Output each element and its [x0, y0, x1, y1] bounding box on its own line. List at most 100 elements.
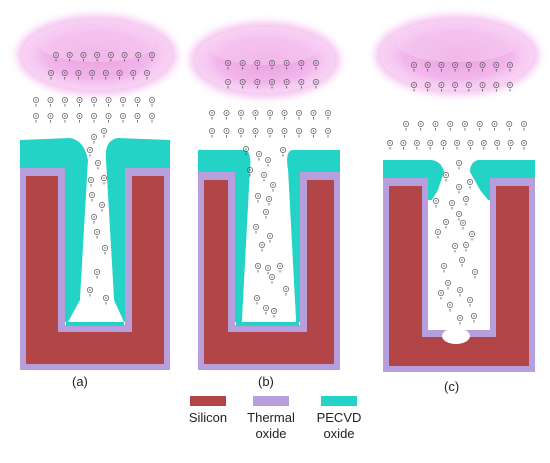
- ion-particle: [149, 97, 155, 107]
- legend-label-thermal-oxide: Thermal oxide: [247, 410, 295, 441]
- ion-particle: [459, 257, 465, 267]
- ion-particle: [417, 121, 424, 131]
- ion-particle: [440, 140, 447, 150]
- ion-particle: [267, 233, 273, 243]
- ion-particle: [269, 79, 275, 89]
- silicon-swatch: [190, 396, 226, 406]
- ion-particle: [94, 229, 100, 239]
- ion-particle: [263, 209, 269, 219]
- ion-particle: [463, 196, 469, 206]
- ion-particle: [283, 79, 290, 89]
- ion-particle: [469, 231, 475, 241]
- ion-particle: [239, 60, 246, 70]
- ion-particle: [493, 62, 500, 72]
- ion-particle: [62, 97, 68, 107]
- ion-particle: [252, 128, 259, 138]
- ion-particle: [491, 121, 498, 131]
- ion-particle: [80, 52, 87, 62]
- ion-particle: [447, 302, 453, 312]
- ion-particle: [493, 82, 500, 92]
- ion-particle: [452, 82, 459, 92]
- ion-particle: [281, 128, 288, 138]
- ion-particle: [457, 315, 463, 325]
- silicon-c: [389, 186, 529, 366]
- ion-particle: [400, 140, 407, 150]
- ion-particle: [310, 128, 317, 138]
- ion-particle: [441, 263, 447, 273]
- ion-particle: [53, 52, 59, 62]
- ion-particle: [134, 113, 141, 123]
- ion-particle: [144, 70, 150, 80]
- plasma-cloud-c: [375, 15, 539, 95]
- ion-particle: [247, 167, 253, 177]
- ion-particles: [33, 52, 527, 325]
- ion-particle: [283, 60, 290, 70]
- ion-particle: [467, 179, 473, 189]
- ion-particle: [465, 82, 472, 92]
- ion-particle: [102, 70, 109, 80]
- pecvd-oxide-a: [20, 138, 88, 322]
- ion-particle: [225, 79, 231, 89]
- ion-particle: [438, 290, 444, 300]
- ion-particle: [149, 52, 155, 62]
- ion-particle: [94, 269, 100, 279]
- ion-particle: [76, 113, 83, 123]
- ion-particle: [472, 269, 478, 279]
- ion-particle: [438, 82, 445, 92]
- plasma-cloud-b: [190, 22, 340, 98]
- ion-particle: [91, 113, 97, 123]
- ion-particle: [267, 128, 273, 138]
- ion-particle: [403, 121, 409, 131]
- ion-particle: [265, 157, 271, 167]
- ion-particle: [411, 62, 417, 72]
- ion-particle: [325, 128, 331, 138]
- ion-particle: [87, 287, 93, 297]
- ion-particle: [463, 242, 469, 252]
- legend-item-thermal-oxide: Thermal oxide: [226, 396, 316, 442]
- ion-particle: [33, 97, 39, 107]
- ion-particle: [267, 110, 273, 120]
- ion-particle: [91, 214, 97, 224]
- panel-label-a: (a): [72, 374, 88, 389]
- ion-particle: [255, 263, 261, 273]
- ion-particle: [457, 287, 463, 297]
- ion-particle: [238, 110, 244, 120]
- ion-particle: [89, 70, 96, 80]
- ion-particle: [438, 62, 445, 72]
- ion-particle: [116, 70, 123, 80]
- ion-particle: [507, 82, 513, 92]
- ion-particle: [387, 140, 393, 150]
- ion-particle: [255, 193, 261, 203]
- ion-particle: [223, 128, 230, 138]
- ion-particle: [507, 140, 514, 150]
- silicon-a: [26, 176, 164, 364]
- ion-particle: [47, 113, 54, 123]
- ion-particle: [62, 113, 68, 123]
- thermal-oxide-swatch: [253, 396, 289, 406]
- ion-particle: [105, 113, 112, 123]
- ion-particle: [253, 224, 259, 234]
- ion-particle: [103, 295, 109, 305]
- ion-particle: [280, 147, 286, 157]
- pecvd-oxide-c: [383, 160, 444, 200]
- ion-particle: [225, 60, 231, 70]
- ion-particle: [66, 52, 73, 62]
- ion-particle: [433, 198, 439, 208]
- pecvd-oxide-a-right: [105, 138, 170, 322]
- ion-particle: [254, 295, 260, 305]
- ion-particle: [460, 220, 466, 230]
- ion-particle: [521, 140, 527, 150]
- ion-particle: [456, 211, 462, 221]
- silicon-b: [204, 180, 334, 364]
- ion-particle: [259, 242, 265, 252]
- ion-particle: [506, 121, 513, 131]
- ion-particle: [254, 79, 261, 89]
- ion-particle: [456, 160, 462, 170]
- ion-particle: [107, 52, 114, 62]
- ion-particle: [134, 97, 141, 107]
- ion-particle: [467, 297, 473, 307]
- ion-particle: [149, 113, 155, 123]
- ion-particle: [270, 182, 276, 192]
- ion-particle: [87, 147, 93, 157]
